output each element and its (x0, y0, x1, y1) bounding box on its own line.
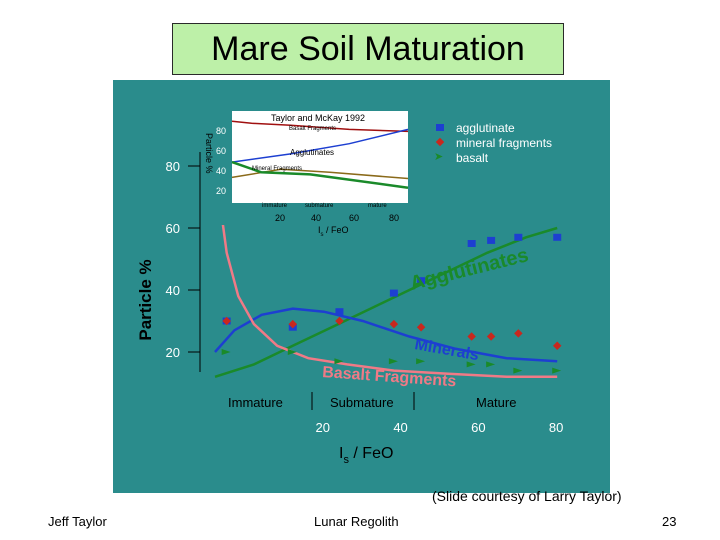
inset-x-tick-80: 80 (389, 213, 399, 223)
inset-zone-mature: mature (368, 203, 387, 209)
point-arrow-5 (466, 361, 476, 368)
zone-submature: Submature (330, 395, 394, 410)
main-curves (214, 225, 558, 379)
inset-y-tick-40: 40 (216, 166, 226, 176)
title-box: Mare Soil Maturation (172, 23, 564, 75)
y-tick-label-60: 60 (166, 221, 180, 236)
point-arrow-8 (552, 367, 562, 374)
legend-square-icon (436, 124, 444, 131)
y-tick-label-40: 40 (166, 283, 180, 298)
inset-label-minerals: Mineral Fragments (252, 166, 302, 172)
x-tick-label-60: 60 (471, 420, 485, 435)
point-square-7 (514, 233, 523, 241)
point-diamond-3 (389, 319, 399, 329)
legend-label-mineral: mineral fragments (456, 136, 553, 150)
point-square-5 (467, 240, 476, 247)
x-label-rest: / FeO (349, 445, 393, 462)
point-diamond-7 (514, 329, 523, 338)
x-label-sub: s (343, 454, 349, 466)
point-square-6 (487, 236, 496, 244)
inset-plot-bg (232, 111, 408, 203)
inset-curve-basalt (231, 120, 409, 133)
x-tick-label-80: 80 (549, 420, 563, 435)
inset-curve-agglutinates (231, 128, 409, 163)
inset-x-label-sub: s (321, 232, 324, 238)
y-tick-label-80: 80 (166, 159, 180, 174)
point-diamond-5 (467, 332, 476, 341)
point-arrow-3 (388, 358, 398, 365)
point-diamond-2 (335, 316, 344, 326)
inset-zone-submature: submature (305, 203, 334, 209)
inset-zone-immature: immature (262, 203, 288, 209)
point-square-2 (335, 308, 344, 316)
inset-curve-green (231, 160, 409, 189)
footer-left: Jeff Taylor (48, 514, 107, 529)
inset-label-basalt: Basalt Fragments (289, 126, 336, 132)
curve-minerals (214, 307, 558, 363)
inset-x-tick-20: 20 (275, 213, 285, 223)
point-diamond-8 (552, 341, 562, 351)
slide-title: Mare Soil Maturation (211, 29, 525, 68)
point-diamond-6 (486, 332, 496, 341)
legend-diamond-icon (435, 137, 445, 147)
point-diamond-4 (416, 322, 426, 332)
y-axis-label: Particle % (136, 259, 155, 340)
main-axes (188, 152, 415, 410)
point-diamond-1 (288, 319, 298, 329)
legend: agglutinate mineral fragments ➤ basalt (430, 120, 570, 168)
point-arrow-0 (221, 349, 231, 355)
inset-x-label-rest: / FeO (324, 225, 349, 235)
legend-label-basalt: basalt (456, 151, 489, 165)
x-tick-label-20: 20 (316, 420, 330, 435)
inset-y-tick-60: 60 (216, 146, 226, 156)
inset-y-label: Particle % (204, 133, 214, 174)
inset-x-tick-60: 60 (349, 213, 359, 223)
point-square-4 (417, 277, 426, 285)
inset-title: Taylor and McKay 1992 (271, 113, 365, 123)
zone-immature: Immature (228, 395, 283, 410)
legend-label-agglutinate: agglutinate (456, 121, 515, 135)
inset-x-label: Is / FeO (318, 225, 349, 238)
point-arrow-2 (334, 358, 344, 365)
point-arrow-1 (287, 349, 297, 355)
main-points (221, 233, 562, 374)
inset-x-tick-40: 40 (311, 213, 321, 223)
x-label-main: I (339, 445, 343, 462)
inset-curve-minerals (231, 168, 409, 180)
curve-agglutinates (214, 226, 558, 378)
x-axis-label: Is / FeO (339, 445, 393, 466)
footer-center: Lunar Regolith (314, 514, 399, 529)
point-square-8 (553, 233, 562, 241)
legend-arrow-icon: ➤ (434, 151, 444, 163)
point-square-3 (389, 289, 398, 297)
point-arrow-4 (416, 358, 426, 365)
slide-credit: (Slide courtesy of Larry Taylor) (432, 488, 622, 504)
inset-y-tick-20: 20 (216, 186, 226, 196)
point-arrow-6 (486, 361, 496, 368)
zone-mature: Mature (476, 395, 516, 410)
curve-basalt (221, 225, 558, 379)
point-diamond-0 (222, 316, 231, 326)
inset-elements: Taylor and McKay 1992 80 60 40 20 Particle % B… (204, 113, 409, 238)
inset-y-tick-80: 80 (216, 126, 226, 136)
y-tick-label-20: 20 (166, 345, 180, 360)
x-tick-label-40: 40 (393, 420, 407, 435)
inset-label-agglutinates: Agglutinates (290, 148, 334, 157)
page-number: 23 (662, 514, 677, 529)
inset-x-label-main: I (318, 225, 321, 235)
point-arrow-7 (513, 367, 523, 374)
